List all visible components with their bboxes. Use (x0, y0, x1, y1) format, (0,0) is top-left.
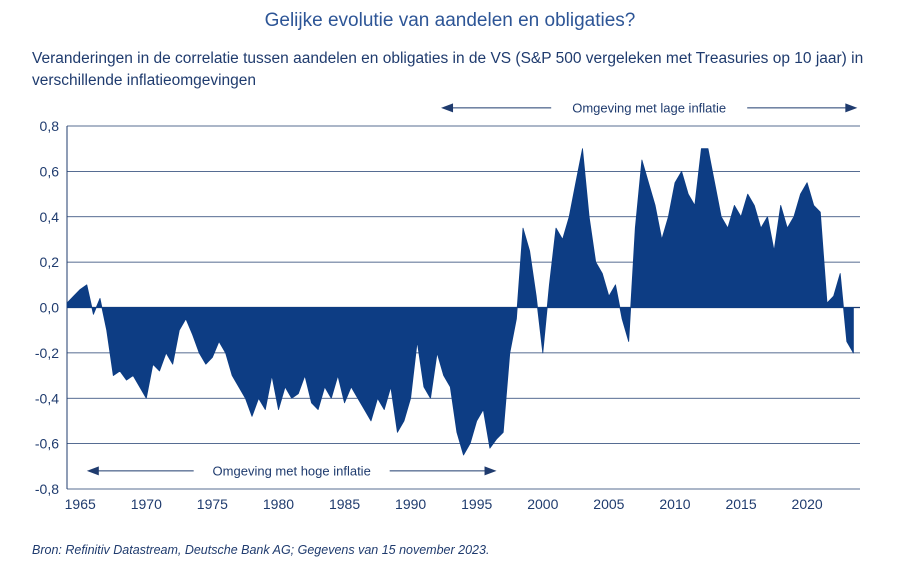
x-tick-label: 1990 (395, 496, 426, 512)
arrowhead-left-icon (441, 103, 454, 113)
y-tick-label: 0,4 (40, 209, 60, 225)
source-note: Bron: Refinitiv Datastream, Deutsche Ban… (32, 543, 490, 557)
y-axis-ticks: 0,8 0,6 0,4 0,2 0,0 -0,2 -0,4 -0,6 -0,8 (35, 118, 59, 497)
annotation-label: Omgeving met hoge inflatie (213, 463, 371, 478)
x-tick-label: 2015 (725, 496, 756, 512)
x-tick-label: 1985 (329, 496, 360, 512)
x-axis-ticks: 1965 1970 1975 1980 1985 1990 1995 2000 2005 2010… (65, 496, 823, 512)
y-tick-label: 0,0 (40, 300, 60, 316)
arrowhead-right-icon (484, 466, 497, 476)
y-tick-label: 0,8 (40, 118, 60, 134)
x-tick-label: 1965 (65, 496, 96, 512)
chart-title: Gelijke evolutie van aandelen en obligat… (264, 10, 636, 31)
correlation-series (66, 148, 854, 456)
x-tick-label: 2000 (527, 496, 558, 512)
annotation-high-inflation: Omgeving met hoge inflatie (86, 463, 497, 478)
y-tick-label: -0,4 (35, 390, 59, 406)
y-tick-label: -0,8 (35, 481, 59, 497)
x-tick-label: 2005 (593, 496, 624, 512)
x-tick-label: 1980 (263, 496, 294, 512)
x-tick-label: 1995 (461, 496, 492, 512)
annotation-label: Omgeving met lage inflatie (572, 100, 726, 115)
x-tick-label: 2020 (792, 496, 823, 512)
correlation-area (66, 148, 854, 456)
chart-subtitle: Veranderingen in de correlatie tussen aa… (32, 50, 864, 89)
y-tick-label: -0,2 (35, 345, 59, 361)
x-tick-label: 1970 (131, 496, 162, 512)
x-tick-label: 1975 (197, 496, 228, 512)
y-tick-label: 0,6 (40, 163, 60, 179)
annotations: Omgeving met hoge inflatie Omgeving met l… (86, 100, 858, 478)
x-tick-label: 2010 (659, 496, 690, 512)
y-tick-label: 0,2 (40, 254, 60, 270)
annotation-low-inflation: Omgeving met lage inflatie (441, 100, 858, 115)
y-tick-label: -0,6 (35, 436, 59, 452)
arrowhead-left-icon (86, 466, 99, 476)
arrowhead-right-icon (845, 103, 858, 113)
